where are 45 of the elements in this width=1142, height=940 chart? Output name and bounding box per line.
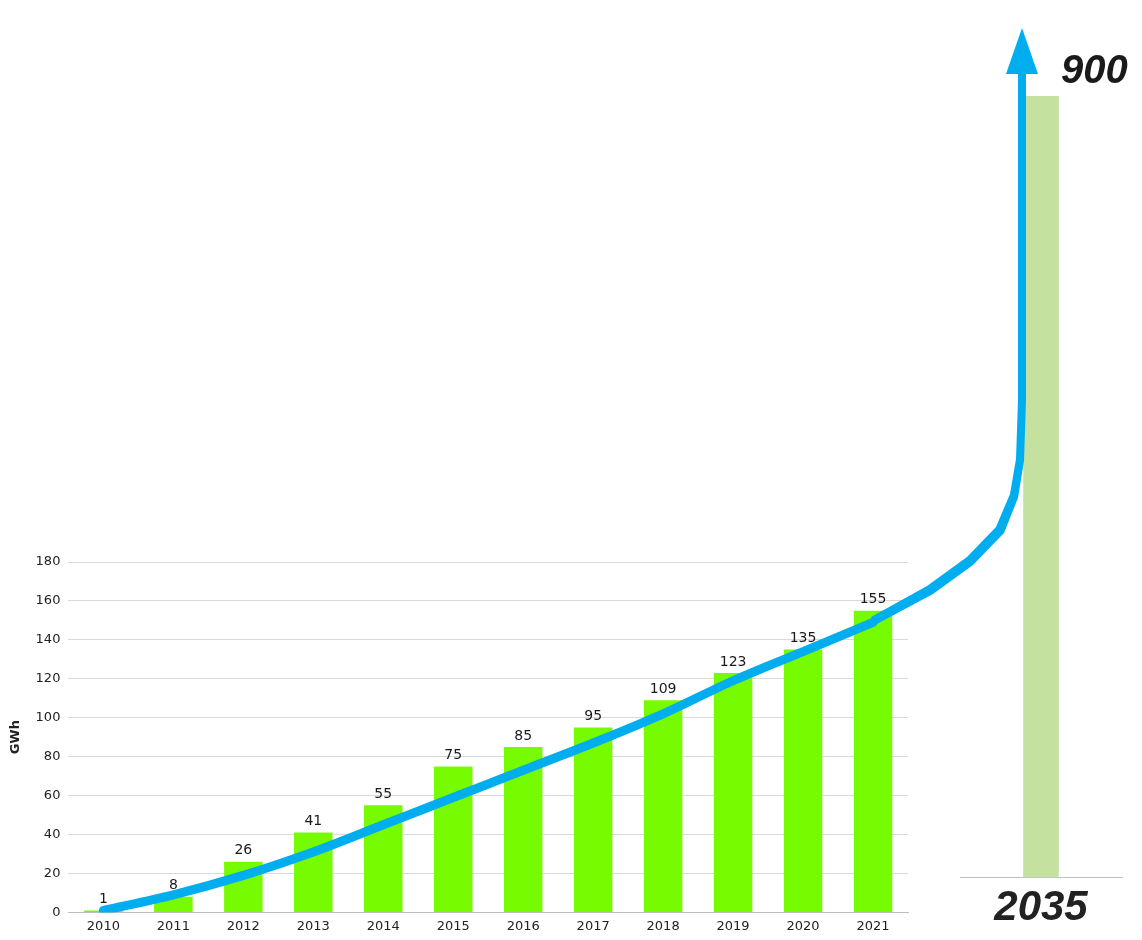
bar — [364, 805, 403, 912]
x-tick-label: 2011 — [156, 917, 190, 933]
y-tick-label: 80 — [43, 748, 61, 764]
y-tick-label: 20 — [43, 864, 61, 880]
data-label: 123 — [719, 652, 747, 669]
data-label: 135 — [789, 629, 817, 646]
data-label: 41 — [304, 812, 323, 829]
data-label: 95 — [584, 707, 603, 724]
x-tick-label: 2017 — [576, 917, 610, 933]
x-tick-label: 2016 — [506, 917, 540, 933]
data-label: 55 — [374, 784, 393, 801]
y-tick-label: 100 — [35, 709, 61, 725]
bar — [503, 746, 543, 912]
data-label: 109 — [649, 679, 677, 696]
bar — [853, 610, 893, 912]
data-label: 1 — [98, 890, 108, 907]
x-tick-label: 2021 — [856, 917, 890, 933]
y-axis-title: GWh — [7, 720, 23, 755]
bar — [713, 672, 753, 912]
data-label: 85 — [514, 726, 533, 743]
x-tick-label: 2014 — [366, 917, 400, 933]
x-tick-label: 2018 — [646, 917, 680, 933]
bar — [783, 649, 823, 912]
x-tick-label: 2020 — [786, 917, 820, 933]
x-tick-label: 2035 — [993, 882, 1089, 930]
data-label: 155 — [859, 590, 887, 607]
x-tick-label: 2015 — [436, 917, 470, 933]
data-label: 75 — [444, 746, 463, 763]
x-tick-label: 2012 — [226, 917, 260, 933]
x-tick-label: 2019 — [716, 917, 750, 933]
x-tick-label: 2013 — [296, 917, 330, 933]
bar — [643, 700, 683, 912]
y-tick-label: 60 — [43, 786, 61, 802]
y-tick-label: 0 — [52, 903, 61, 919]
bar — [573, 727, 613, 912]
data-label: 8 — [168, 876, 178, 893]
y-tick-label: 140 — [35, 631, 61, 647]
x-tick-label: 2010 — [86, 917, 120, 933]
bar — [433, 766, 473, 912]
y-tick-label: 120 — [35, 670, 61, 686]
y-tick-label: 160 — [35, 592, 61, 608]
y-tick-label: 40 — [43, 825, 61, 841]
y-tick-label: 180 — [35, 553, 61, 569]
data-label: 26 — [234, 841, 253, 858]
data-label: 900 — [1061, 47, 1128, 92]
